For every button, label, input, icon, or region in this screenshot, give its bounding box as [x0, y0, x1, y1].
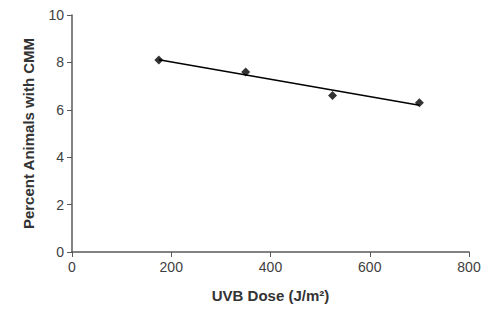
svg-text:8: 8 [56, 54, 64, 70]
svg-text:600: 600 [358, 259, 382, 275]
svg-text:Percent Animals with CMM: Percent Animals with CMM [20, 38, 37, 229]
svg-text:6: 6 [56, 102, 64, 118]
svg-text:10: 10 [48, 7, 64, 23]
svg-text:200: 200 [160, 259, 184, 275]
svg-text:800: 800 [457, 259, 481, 275]
svg-text:4: 4 [56, 149, 64, 165]
svg-text:0: 0 [56, 244, 64, 260]
svg-text:400: 400 [259, 259, 283, 275]
svg-text:0: 0 [68, 259, 76, 275]
svg-text:UVB Dose (J/m²): UVB Dose (J/m²) [212, 287, 330, 304]
svg-text:2: 2 [56, 197, 64, 213]
